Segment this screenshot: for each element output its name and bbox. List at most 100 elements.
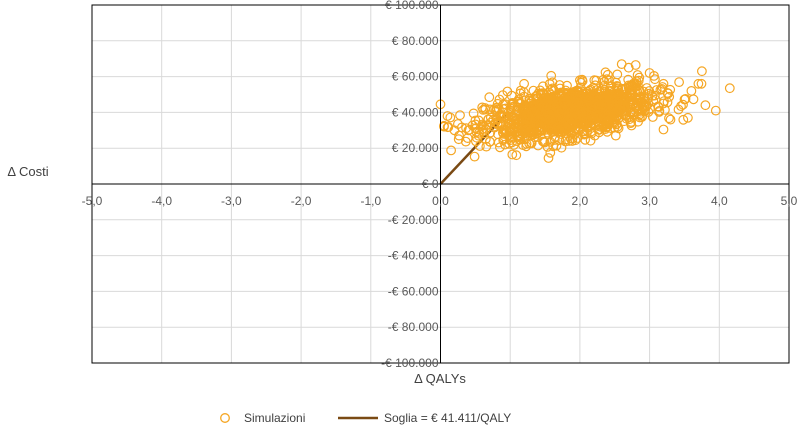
simulation-point-1413 (623, 62, 634, 73)
simulation-point-1386 (600, 122, 611, 133)
simulation-point-1013 (635, 93, 646, 103)
simulation-point-1277 (632, 70, 643, 80)
simulation-point-1406 (519, 78, 529, 89)
simulation-point-1395 (513, 94, 524, 105)
simulation-point-1255 (547, 77, 558, 88)
simulation-point-1425 (724, 83, 735, 94)
simulation-point-1375 (527, 107, 538, 118)
simulation-point-1051 (507, 149, 518, 160)
simulation-point-1055 (611, 118, 622, 129)
simulation-point-1404 (498, 135, 509, 146)
simulation-point-442 (469, 151, 480, 162)
simulation-point-1394 (608, 101, 618, 112)
simulation-point-1401 (463, 125, 474, 136)
simulation-point-1066 (446, 145, 457, 156)
x-tick-label-0: -5,0 (82, 194, 103, 208)
simulation-point-327 (481, 141, 492, 152)
simulation-point-1061 (506, 99, 517, 110)
simulation-point-1359 (591, 93, 602, 104)
simulation-point-1235 (634, 105, 644, 116)
simulation-point-1245 (580, 134, 590, 145)
y-tick-label-5: € 0 (422, 177, 439, 191)
simulation-point-1421 (693, 78, 704, 89)
x-tick-label-2: -3,0 (221, 194, 242, 208)
simulation-point-1091 (554, 135, 565, 146)
simulation-point-1133 (648, 96, 659, 106)
simulation-point-866 (470, 119, 481, 130)
simulation-point-1229 (612, 88, 623, 99)
simulation-point-1374 (575, 106, 586, 117)
simulation-point-1318 (688, 94, 699, 105)
simulation-point-1393 (529, 98, 540, 109)
simulation-point-1173 (565, 124, 576, 135)
simulation-point-1382 (519, 128, 530, 139)
simulation-point-528 (664, 113, 674, 124)
x-tick-labels: -5,0 -4,0 -3,0 -2,0 -1,0 0,0 1,0 2,0 3,0 4,0 5,0 (82, 194, 798, 208)
simulation-point-1202 (678, 99, 688, 110)
x-tick-label-5: 0,0 (432, 194, 449, 208)
simulation-point-1407 (533, 140, 543, 151)
simulation-point-1388 (599, 84, 610, 95)
x-axis-title: Δ QALYs (414, 371, 466, 386)
simulation-point-1187 (615, 103, 626, 114)
simulation-point-1391 (622, 92, 632, 103)
simulation-point-1028 (492, 98, 503, 109)
simulation-point-1419 (683, 112, 693, 123)
simulation-point-1122 (491, 104, 502, 114)
simulation-point-1370 (572, 95, 583, 105)
simulation-point-1384 (526, 137, 537, 148)
simulation-point-1331 (569, 100, 579, 110)
simulation-point-195 (678, 114, 689, 125)
y-tick-label-2: -€ 60.000 (388, 284, 439, 298)
simulation-point-1397 (439, 121, 449, 132)
y-tick-label-4: -€ 20.000 (388, 213, 439, 227)
simulation-point-1369 (502, 86, 513, 97)
simulation-point-1411 (602, 69, 613, 80)
simulation-point-1415 (644, 68, 655, 78)
simulation-point-1335 (598, 99, 608, 110)
simulation-point-1294 (545, 100, 556, 111)
x-tick-label-6: 1,0 (502, 194, 519, 208)
simulation-point-1166 (627, 90, 637, 101)
simulation-point-1423 (700, 100, 711, 111)
simulation-point-1348 (565, 121, 576, 132)
simulation-point-1333 (625, 92, 636, 103)
simulation-point-1357 (580, 99, 590, 110)
legend: Simulazioni Soglia = € 41.411/QALY (220, 411, 511, 425)
y-tick-label-0: -€ 100.000 (381, 356, 439, 370)
simulation-point-1381 (567, 88, 578, 99)
x-tick-label-10: 5,0 (781, 194, 798, 208)
simulation-point-715 (455, 110, 465, 121)
axes (92, 5, 789, 363)
y-tick-label-10: € 100.000 (385, 0, 439, 12)
simulation-point-535 (696, 78, 707, 89)
simulation-point-709 (655, 84, 666, 95)
x-tick-label-9: 4,0 (711, 194, 728, 208)
simulation-point-1356 (586, 102, 597, 113)
simulation-point-1409 (561, 134, 571, 145)
simulation-point-1352 (470, 123, 481, 134)
simulation-point-1417 (665, 114, 676, 125)
simulation-point-1408 (543, 153, 554, 163)
y-tick-label-7: € 40.000 (392, 105, 439, 119)
simulation-point-1366 (621, 113, 632, 124)
simulation-point-1179 (647, 112, 658, 122)
simulation-point-1301 (578, 106, 589, 117)
legend-marker-simulazioni (220, 413, 230, 423)
simulation-point-1377 (567, 133, 578, 144)
simulation-point-1389 (553, 117, 563, 128)
simulation-point-1376 (643, 88, 654, 99)
simulation-point-1308 (606, 95, 616, 106)
simulation-point-1319 (545, 93, 556, 104)
simulation-point-1044 (495, 117, 506, 128)
simulation-point-1418 (676, 101, 686, 111)
simulation-point-1321 (640, 105, 650, 115)
simulation-point-1367 (462, 133, 473, 144)
simulation-point-1398 (442, 111, 453, 121)
simulation-point-999 (545, 147, 556, 158)
y-axis-title: Δ Costi (7, 164, 48, 179)
simulation-point-975 (674, 77, 684, 87)
simulation-point-1373 (622, 102, 632, 113)
simulation-point-1022 (542, 141, 553, 152)
